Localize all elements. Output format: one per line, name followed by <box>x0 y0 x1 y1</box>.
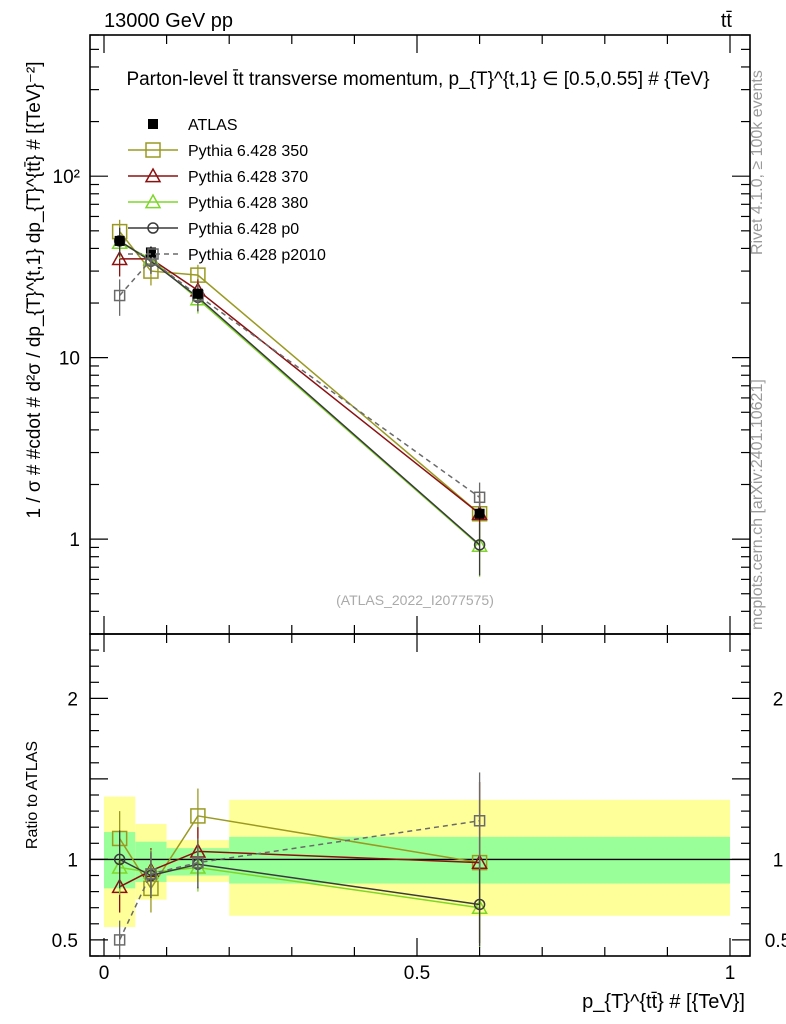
legend: ATLAS Pythia 6.428 350 Pythia 6.428 370 Pyt… <box>128 117 326 264</box>
ratio-panel-ticks: 0.5 0.5 1 1 2 2 0 0.5 1 <box>52 633 786 984</box>
y-tick-label: 10² <box>53 167 80 188</box>
legend-marker <box>144 193 162 209</box>
legend-label: ATLAS <box>188 117 238 134</box>
ratio-series-pythia-6-428-p2010 <box>113 772 486 960</box>
series-line <box>119 258 481 515</box>
series-line <box>119 240 481 546</box>
main-panel-ticks: 1 10 10² <box>53 34 750 635</box>
main-y-axis-label: 1 / σ # #cdot # d²σ / dp_{T}^{t,1} dp_{T… <box>24 62 45 519</box>
ratio-y-tick-label: 1 <box>67 850 78 871</box>
data-point <box>473 539 486 551</box>
series-pythia-6-428-370 <box>111 244 488 541</box>
data-point <box>111 250 128 266</box>
ratio-point <box>113 853 126 866</box>
ratio-y-tick-label-right: 0.5 <box>765 931 786 952</box>
header-energy-label: 13000 GeV pp <box>104 10 233 32</box>
main-title: Parton-level t̄t transverse momentum, p_… <box>126 69 709 90</box>
x-tick-label: 0 <box>99 963 110 984</box>
legend-marker <box>147 248 159 260</box>
legend-label: Pythia 6.428 350 <box>188 143 308 160</box>
series-pythia-6-428-p2010 <box>113 249 486 516</box>
series-atlas <box>114 235 485 520</box>
ratio-y-tick-label: 2 <box>67 689 78 710</box>
ratio-point <box>113 934 126 946</box>
x-tick-label: 1 <box>725 963 736 984</box>
ratio-point <box>192 856 204 869</box>
ratio-point <box>473 815 486 827</box>
legend-marker <box>144 167 162 183</box>
x-tick-label: 0.5 <box>404 963 430 984</box>
legend-marker <box>145 142 161 158</box>
x-axis-label: p_{T}^{tt̄} # [{TeV}] <box>582 991 745 1013</box>
main-panel-curves <box>111 219 488 577</box>
main-panel: 1 10 10² Parton-level t̄t transverse momen… <box>24 34 751 635</box>
data-point <box>474 508 485 519</box>
y-tick-label: 1 <box>69 530 80 551</box>
data-point <box>113 289 126 302</box>
ratio-line <box>119 815 480 890</box>
watermark: (ATLAS_2022_I2077575) <box>336 592 494 608</box>
legend-label: Pythia 6.428 p2010 <box>188 247 326 264</box>
ratio-point <box>473 898 486 911</box>
ratio-y-tick-label-right: 2 <box>773 689 784 710</box>
rivet-version-label: Rivet 4.1.0, ≥ 100k events <box>749 70 766 255</box>
data-point <box>473 491 486 504</box>
ratio-y-axis-label: Ratio to ATLAS <box>24 741 41 849</box>
legend-label: Pythia 6.428 370 <box>188 169 308 186</box>
ratio-line <box>119 858 480 906</box>
legend-marker <box>147 222 159 234</box>
ratio-line <box>118 820 480 941</box>
legend-label: Pythia 6.428 380 <box>188 195 308 212</box>
data-point <box>145 247 156 258</box>
data-point <box>192 288 203 299</box>
ratio-point <box>145 868 157 880</box>
series-line <box>119 259 481 498</box>
ratio-y-tick-label-right: 1 <box>773 850 784 871</box>
legend-label: Pythia 6.428 p0 <box>188 221 299 238</box>
legend-marker <box>148 119 158 129</box>
mcplots-label: mcplots.cern.ch [arXiv:2401.10621] <box>749 379 766 630</box>
ratio-y-tick-label: 0.5 <box>52 931 78 952</box>
ratio-bands <box>90 796 750 928</box>
y-tick-label: 10 <box>59 349 80 370</box>
ratio-panel-curves <box>111 772 488 960</box>
data-point <box>114 235 125 246</box>
header-process-label: tt̄ <box>721 10 733 32</box>
series-pythia-6-428-p0 <box>113 227 486 576</box>
series-pythia-6-428-380 <box>111 229 488 577</box>
series-pythia-6-428-350 <box>111 219 488 541</box>
ratio-panel: 0.5 0.5 1 1 2 2 0 0.5 1 Ratio to ATLAS p_{T}^{tt… <box>24 633 786 1013</box>
ratio-point <box>190 808 206 824</box>
ratio-line <box>119 850 480 888</box>
series-line <box>119 242 481 547</box>
